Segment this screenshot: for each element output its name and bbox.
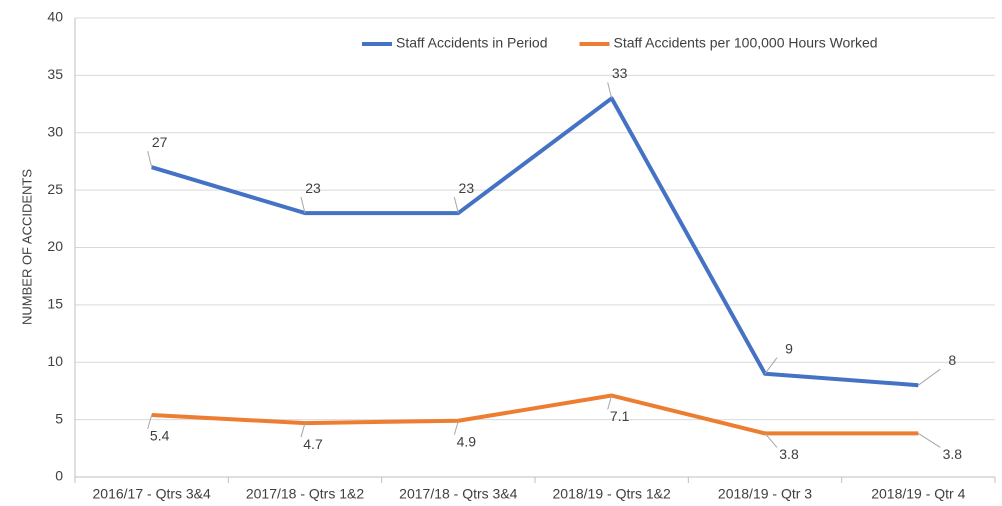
leader-line xyxy=(147,414,153,430)
x-tick-label: 2018/19 - Qtrs 1&2 xyxy=(553,486,672,502)
y-tick-label: 35 xyxy=(47,66,63,82)
x-tick-label: 2018/19 - Qtr 4 xyxy=(871,486,965,502)
leader-line xyxy=(453,420,459,435)
y-tick-label: 5 xyxy=(55,410,63,426)
leader-line xyxy=(918,368,941,386)
leader-line xyxy=(453,196,459,214)
data-label: 27 xyxy=(152,134,168,150)
data-label: 23 xyxy=(459,180,475,196)
data-label: 5.4 xyxy=(150,428,170,444)
x-tick-label: 2018/19 - Qtr 3 xyxy=(718,486,812,502)
x-tick-label: 2017/18 - Qtrs 3&4 xyxy=(399,486,518,502)
data-label: 7.1 xyxy=(610,408,630,424)
series-line xyxy=(151,393,919,436)
y-tick-label: 30 xyxy=(47,123,63,139)
data-label: 9 xyxy=(785,340,793,356)
leader-line xyxy=(918,432,941,448)
data-label: 8 xyxy=(948,352,956,368)
leader-line xyxy=(764,433,778,448)
leader-line xyxy=(300,422,306,438)
y-axis-label: NUMBER OF ACCIDENTS xyxy=(19,169,34,325)
y-tick-label: 10 xyxy=(47,353,63,369)
x-tick-label: 2016/17 - Qtrs 3&4 xyxy=(93,486,212,502)
legend-label: Staff Accidents per 100,000 Hours Worked xyxy=(614,35,878,51)
leader-line xyxy=(607,82,613,99)
data-label: 33 xyxy=(612,65,628,81)
data-label: 23 xyxy=(305,180,321,196)
y-tick-label: 0 xyxy=(55,468,63,484)
y-tick-label: 25 xyxy=(47,181,63,197)
y-tick-label: 20 xyxy=(47,238,63,254)
y-tick-label: 15 xyxy=(47,296,63,312)
x-tick-label: 2017/18 - Qtrs 1&2 xyxy=(246,486,365,502)
data-label: 4.7 xyxy=(303,436,323,452)
legend-label: Staff Accidents in Period xyxy=(396,35,548,51)
y-tick-label: 40 xyxy=(47,9,63,25)
data-label: 3.8 xyxy=(943,446,963,462)
series-line xyxy=(151,96,919,388)
data-label: 3.8 xyxy=(779,446,799,462)
leader-line xyxy=(300,196,306,214)
leader-line xyxy=(607,395,613,410)
leader-line xyxy=(147,151,153,168)
data-label: 4.9 xyxy=(457,433,477,449)
leader-line xyxy=(764,357,778,375)
